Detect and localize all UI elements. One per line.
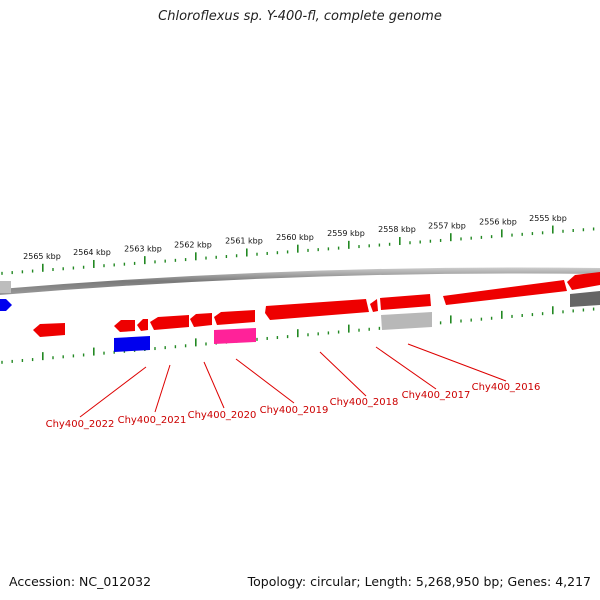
- forward-strand-features: [0, 272, 600, 320]
- accession-label: Accession: NC_012032: [9, 574, 152, 589]
- gene-feature[interactable]: [0, 299, 12, 311]
- gene-feature[interactable]: [33, 323, 65, 337]
- gene-feature[interactable]: [137, 319, 148, 331]
- kbp-label: 2563 kbp: [124, 244, 162, 253]
- gene-label-group: Chy400_2022 Chy400_2021 Chy400_2020 Chy4…: [46, 382, 541, 430]
- gene-feature[interactable]: [114, 320, 135, 332]
- topology-label: Topology: circular; Length: 5,268,950 bp…: [247, 574, 591, 589]
- kbp-label: 2555 kbp: [529, 214, 567, 223]
- gene-feature[interactable]: [214, 310, 255, 325]
- gene-feature[interactable]: [380, 294, 431, 310]
- outer-tick-ruler: [1, 225, 595, 275]
- gene-feature[interactable]: [370, 299, 378, 312]
- kbp-label: 2558 kbp: [378, 225, 416, 234]
- kbp-label: 2559 kbp: [327, 229, 365, 238]
- kbp-label: 2562 kbp: [174, 241, 212, 250]
- gene-feature[interactable]: [214, 328, 256, 344]
- gene-feature[interactable]: [190, 313, 212, 327]
- kbp-label: 2561 kbp: [225, 237, 263, 246]
- gene-label[interactable]: Chy400_2018: [330, 397, 399, 408]
- gene-feature[interactable]: [150, 315, 189, 330]
- kbp-labels: 2565 kbp 2564 kbp 2563 kbp 2562 kbp 2561 kbp…: [23, 214, 567, 261]
- kbp-label: 2565 kbp: [23, 252, 61, 261]
- map-title: Chloroflexus sp. Y-400-fl, complete geno…: [158, 9, 442, 24]
- gene-feature[interactable]: [443, 280, 567, 305]
- gene-feature[interactable]: [265, 299, 369, 320]
- gene-feature[interactable]: [381, 312, 432, 330]
- gene-label[interactable]: Chy400_2017: [402, 390, 471, 401]
- gene-label[interactable]: Chy400_2016: [472, 382, 541, 393]
- kbp-label: 2560 kbp: [276, 233, 314, 242]
- gene-label[interactable]: Chy400_2022: [46, 419, 115, 430]
- gene-feature[interactable]: [570, 291, 600, 307]
- gene-label[interactable]: Chy400_2019: [260, 405, 329, 416]
- kbp-label: 2557 kbp: [428, 221, 466, 230]
- gene-feature[interactable]: [114, 336, 150, 352]
- gene-label[interactable]: Chy400_2020: [188, 410, 257, 421]
- genome-backbone: [0, 267, 600, 295]
- gene-feature[interactable]: [0, 281, 11, 293]
- reverse-strand-features: [33, 291, 600, 352]
- kbp-label: 2556 kbp: [479, 218, 517, 227]
- gene-label[interactable]: Chy400_2021: [118, 415, 187, 426]
- label-leader-lines: [79, 343, 507, 418]
- kbp-label: 2564 kbp: [73, 248, 111, 257]
- gene-feature[interactable]: [567, 272, 600, 290]
